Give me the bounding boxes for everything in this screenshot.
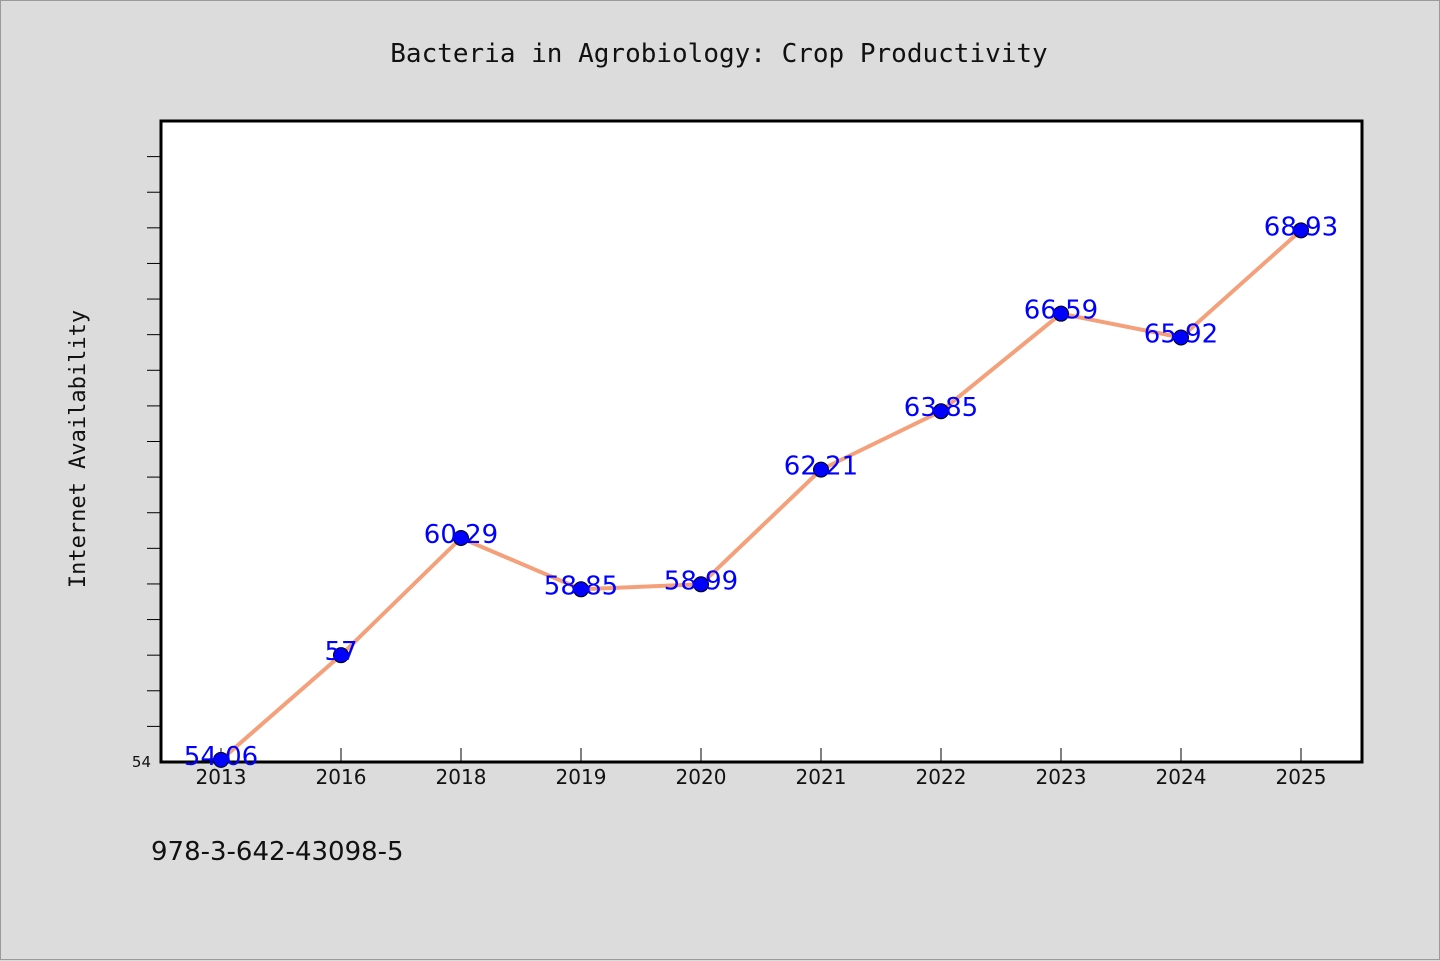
x-axis-ticks: 2013 2016 2018 2019 2020 2021 2022 2023 2024 2025 (196, 748, 1327, 789)
y-axis-label: Internet Availability (66, 310, 91, 588)
data-point-marker (333, 647, 349, 664)
data-label: 54.06 (184, 742, 258, 772)
chart-title: Bacteria in Agrobiology: Crop Productivi… (390, 39, 1047, 69)
plot-area (159, 119, 1364, 764)
data-label: 58.85 (544, 571, 618, 601)
data-point-marker (1293, 222, 1309, 239)
data-point-marker (453, 530, 469, 547)
y-axis-ticks: 54 (132, 156, 161, 771)
x-tick-label: 2021 (796, 765, 847, 789)
data-point-marker (1173, 329, 1189, 346)
x-tick-label: 2023 (1036, 765, 1087, 789)
data-point-marker (1053, 305, 1069, 322)
x-tick-label: 2020 (676, 765, 727, 789)
x-tick-label: 2025 (1276, 765, 1327, 789)
x-tick-label: 2016 (316, 765, 367, 789)
y-tick-label: 54 (132, 753, 151, 771)
data-point-marker (933, 403, 949, 420)
data-point-marker (693, 576, 709, 593)
data-label: 63.85 (904, 393, 978, 423)
x-tick-label: 2018 (436, 765, 487, 789)
data-labels: 54.06 57 60.29 58.85 58.99 62.21 63.85 66.59 65.… (184, 212, 1338, 772)
x-tick-label: 2019 (556, 765, 607, 789)
data-label: 60.29 (424, 520, 498, 550)
data-point-marker (573, 581, 589, 598)
data-label: 58.99 (664, 566, 738, 596)
series-line (219, 228, 1303, 762)
data-label: 68.93 (1264, 212, 1338, 242)
x-tick-label: 2022 (916, 765, 967, 789)
data-label: 66.59 (1024, 296, 1098, 326)
data-label: 62.21 (784, 452, 858, 482)
data-point-marker (213, 751, 229, 768)
x-tick-label: 2024 (1156, 765, 1207, 789)
isbn-footer: 978-3-642-43098-5 (151, 837, 404, 867)
series-group (213, 222, 1309, 768)
data-point-marker (813, 461, 829, 478)
data-label: 65.92 (1144, 320, 1218, 350)
x-tick-label: 2013 (196, 765, 247, 789)
data-label: 57 (324, 637, 357, 667)
